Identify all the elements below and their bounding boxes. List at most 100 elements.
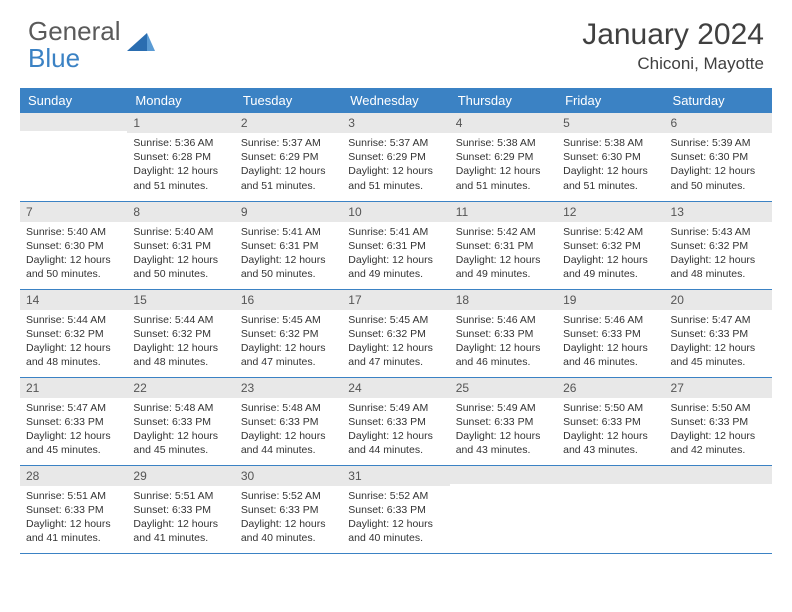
daylight-line: Daylight: 12 hours and 51 minutes. [241, 165, 326, 191]
daylight-line: Daylight: 12 hours and 46 minutes. [456, 342, 541, 368]
sunrise-line: Sunrise: 5:37 AM [348, 137, 428, 149]
sunrise-line: Sunrise: 5:40 AM [26, 226, 106, 238]
calendar-cell: 22Sunrise: 5:48 AMSunset: 6:33 PMDayligh… [127, 377, 234, 465]
sunset-line: Sunset: 6:33 PM [671, 416, 749, 428]
sunset-line: Sunset: 6:33 PM [26, 416, 104, 428]
sunset-line: Sunset: 6:28 PM [133, 151, 211, 163]
cell-body: Sunrise: 5:36 AMSunset: 6:28 PMDaylight:… [127, 133, 234, 197]
calendar-cell: 27Sunrise: 5:50 AMSunset: 6:33 PMDayligh… [665, 377, 772, 465]
daylight-line: Daylight: 12 hours and 50 minutes. [241, 254, 326, 280]
calendar-cell: 25Sunrise: 5:49 AMSunset: 6:33 PMDayligh… [450, 377, 557, 465]
calendar-row: 1Sunrise: 5:36 AMSunset: 6:28 PMDaylight… [20, 113, 772, 201]
cell-body: Sunrise: 5:46 AMSunset: 6:33 PMDaylight:… [557, 310, 664, 374]
day-number: 14 [20, 290, 127, 310]
sunrise-line: Sunrise: 5:38 AM [456, 137, 536, 149]
cell-body: Sunrise: 5:44 AM Sunset: 6:32 PM Daylight:… [20, 310, 127, 374]
calendar-cell: 12Sunrise: 5:42 AMSunset: 6:32 PMDayligh… [557, 201, 664, 289]
daylight-line: Daylight: 12 hours and 51 minutes. [348, 165, 433, 191]
sunset-line: Sunset: 6:32 PM [26, 328, 104, 340]
cell-body: Sunrise: 5:44 AMSunset: 6:32 PMDaylight:… [127, 310, 234, 374]
sunrise-line: Sunrise: 5:44 AM [26, 314, 106, 326]
calendar-cell: 2Sunrise: 5:37 AMSunset: 6:29 PMDaylight… [235, 113, 342, 201]
day-number: 23 [235, 378, 342, 398]
calendar-cell: 18Sunrise: 5:46 AMSunset: 6:33 PMDayligh… [450, 289, 557, 377]
sunset-line: Sunset: 6:30 PM [671, 151, 749, 163]
calendar-cell: 31Sunrise: 5:52 AMSunset: 6:33 PMDayligh… [342, 465, 449, 553]
sunrise-line: Sunrise: 5:51 AM [133, 490, 213, 502]
cell-body: Sunrise: 5:43 AMSunset: 6:32 PMDaylight:… [665, 222, 772, 286]
calendar-cell: 30Sunrise: 5:52 AMSunset: 6:33 PMDayligh… [235, 465, 342, 553]
sunset-line: Sunset: 6:29 PM [241, 151, 319, 163]
sunset-line: Sunset: 6:31 PM [456, 240, 534, 252]
daylight-line: Daylight: 12 hours and 41 minutes. [26, 518, 111, 544]
calendar-cell: 7Sunrise: 5:40 AMSunset: 6:30 PMDaylight… [20, 201, 127, 289]
daylight-line: Daylight: 12 hours and 44 minutes. [241, 430, 326, 456]
calendar-cell: 5Sunrise: 5:38 AMSunset: 6:30 PMDaylight… [557, 113, 664, 201]
day-number: 30 [235, 466, 342, 486]
weekday-header: Tuesday [235, 88, 342, 113]
calendar-cell: 16Sunrise: 5:45 AMSunset: 6:32 PMDayligh… [235, 289, 342, 377]
sunrise-line: Sunrise: 5:48 AM [241, 402, 321, 414]
sunset-line: Sunset: 6:33 PM [671, 328, 749, 340]
sunset-line: Sunset: 6:32 PM [241, 328, 319, 340]
cell-body: Sunrise: 5:47 AMSunset: 6:33 PMDaylight:… [665, 310, 772, 374]
calendar-cell: 8Sunrise: 5:40 AMSunset: 6:31 PMDaylight… [127, 201, 234, 289]
day-number: 4 [450, 113, 557, 133]
day-number: 20 [665, 290, 772, 310]
day-number: 16 [235, 290, 342, 310]
calendar-table: SundayMondayTuesdayWednesdayThursdayFrid… [20, 88, 772, 554]
daylight-line: Daylight: 12 hours and 45 minutes. [26, 430, 111, 456]
daylight-line: Daylight: 12 hours and 43 minutes. [456, 430, 541, 456]
cell-body: Sunrise: 5:45 AMSunset: 6:32 PMDaylight:… [342, 310, 449, 374]
day-number: 13 [665, 202, 772, 222]
day-number: 26 [557, 378, 664, 398]
calendar-cell: 11Sunrise: 5:42 AMSunset: 6:31 PMDayligh… [450, 201, 557, 289]
cell-body: Sunrise: 5:50 AMSunset: 6:33 PMDaylight:… [557, 398, 664, 462]
sunset-line: Sunset: 6:31 PM [133, 240, 211, 252]
calendar-cell: 20Sunrise: 5:47 AMSunset: 6:33 PMDayligh… [665, 289, 772, 377]
day-number: 18 [450, 290, 557, 310]
day-number: 3 [342, 113, 449, 133]
calendar-cell: 1Sunrise: 5:36 AMSunset: 6:28 PMDaylight… [127, 113, 234, 201]
calendar-cell: 17Sunrise: 5:45 AMSunset: 6:32 PMDayligh… [342, 289, 449, 377]
sunrise-line: Sunrise: 5:42 AM [456, 226, 536, 238]
daylight-line: Daylight: 12 hours and 50 minutes. [26, 254, 111, 280]
calendar-cell [450, 465, 557, 553]
cell-body: Sunrise: 5:37 AMSunset: 6:29 PMDaylight:… [342, 133, 449, 197]
calendar-cell: 3Sunrise: 5:37 AMSunset: 6:29 PMDaylight… [342, 113, 449, 201]
weekday-header: Monday [127, 88, 234, 113]
daylight-line: Daylight: 12 hours and 48 minutes. [133, 342, 218, 368]
sunrise-line: Sunrise: 5:42 AM [563, 226, 643, 238]
cell-body: Sunrise: 5:39 AMSunset: 6:30 PMDaylight:… [665, 133, 772, 197]
cell-body: Sunrise: 5:38 AMSunset: 6:30 PMDaylight:… [557, 133, 664, 197]
daylight-line: Daylight: 12 hours and 40 minutes. [241, 518, 326, 544]
sunset-line: Sunset: 6:30 PM [26, 240, 104, 252]
calendar-cell [665, 465, 772, 553]
sunset-line: Sunset: 6:33 PM [563, 416, 641, 428]
day-number [557, 466, 664, 484]
day-number: 24 [342, 378, 449, 398]
sunset-line: Sunset: 6:30 PM [563, 151, 641, 163]
logo: General Blue [28, 18, 155, 72]
sunrise-line: Sunrise: 5:45 AM [348, 314, 428, 326]
sunset-line: Sunset: 6:33 PM [348, 416, 426, 428]
daylight-line: Daylight: 12 hours and 46 minutes. [563, 342, 648, 368]
day-number: 22 [127, 378, 234, 398]
sunset-line: Sunset: 6:33 PM [241, 416, 319, 428]
cell-body: Sunrise: 5:37 AMSunset: 6:29 PMDaylight:… [235, 133, 342, 197]
daylight-line: Daylight: 12 hours and 41 minutes. [133, 518, 218, 544]
daylight-line: Daylight: 12 hours and 47 minutes. [348, 342, 433, 368]
day-number: 12 [557, 202, 664, 222]
daylight-line: Daylight: 12 hours and 45 minutes. [133, 430, 218, 456]
cell-body: Sunrise: 5:46 AMSunset: 6:33 PMDaylight:… [450, 310, 557, 374]
calendar-cell: 10Sunrise: 5:41 AMSunset: 6:31 PMDayligh… [342, 201, 449, 289]
sunrise-line: Sunrise: 5:36 AM [133, 137, 213, 149]
sunrise-line: Sunrise: 5:43 AM [671, 226, 751, 238]
cell-body: Sunrise: 5:48 AM Sunset: 6:33 PM Daylight:… [235, 398, 342, 462]
calendar-cell: 14 Sunrise: 5:44 AM Sunset: 6:32 PM Dayligh… [20, 289, 127, 377]
title-block: January 2024 Chiconi, Mayotte [582, 18, 764, 74]
daylight-line: Daylight: 12 hours and 49 minutes. [563, 254, 648, 280]
sunrise-line: Sunrise: 5:46 AM [456, 314, 536, 326]
daylight-line: Daylight: 12 hours and 48 minutes. [26, 342, 111, 368]
sunset-line: Sunset: 6:33 PM [563, 328, 641, 340]
